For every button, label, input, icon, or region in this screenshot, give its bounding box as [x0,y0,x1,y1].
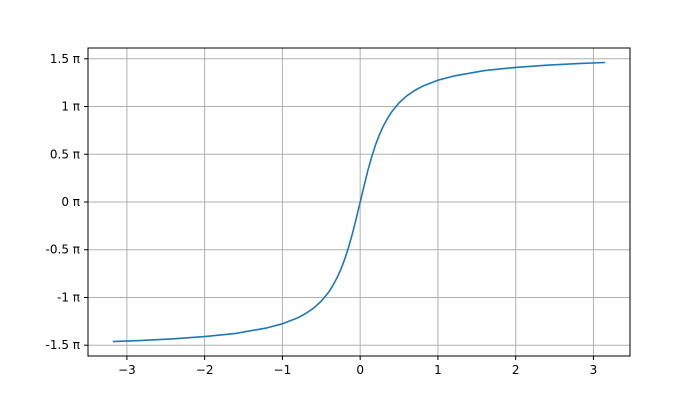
series [112,61,606,343]
y-tick-label: 1.5 π [50,52,80,66]
x-tick-label: 0 [356,363,364,377]
ticks: −3 −2 −1 0 1 2 3 -1.5 π -1 π -0.5 π 0 π 0.5 π 1 π 1.5… [46,52,598,377]
y-tick-label: 1 π [61,100,80,114]
x-tick-label: 2 [512,363,520,377]
x-tick-label: 3 [590,363,598,377]
x-tick-label: −3 [118,363,136,377]
y-tick-label: 0 π [61,195,80,209]
y-tick-label: 0.5 π [50,147,80,161]
x-tick-label: 1 [434,363,442,377]
grid [88,48,630,356]
y-tick-label: -1 π [57,290,80,304]
y-tick-label: -1.5 π [46,338,80,352]
y-tick-label: -0.5 π [46,243,80,257]
x-tick-label: −1 [274,363,292,377]
series-line [112,61,606,343]
x-tick-label: −2 [196,363,214,377]
